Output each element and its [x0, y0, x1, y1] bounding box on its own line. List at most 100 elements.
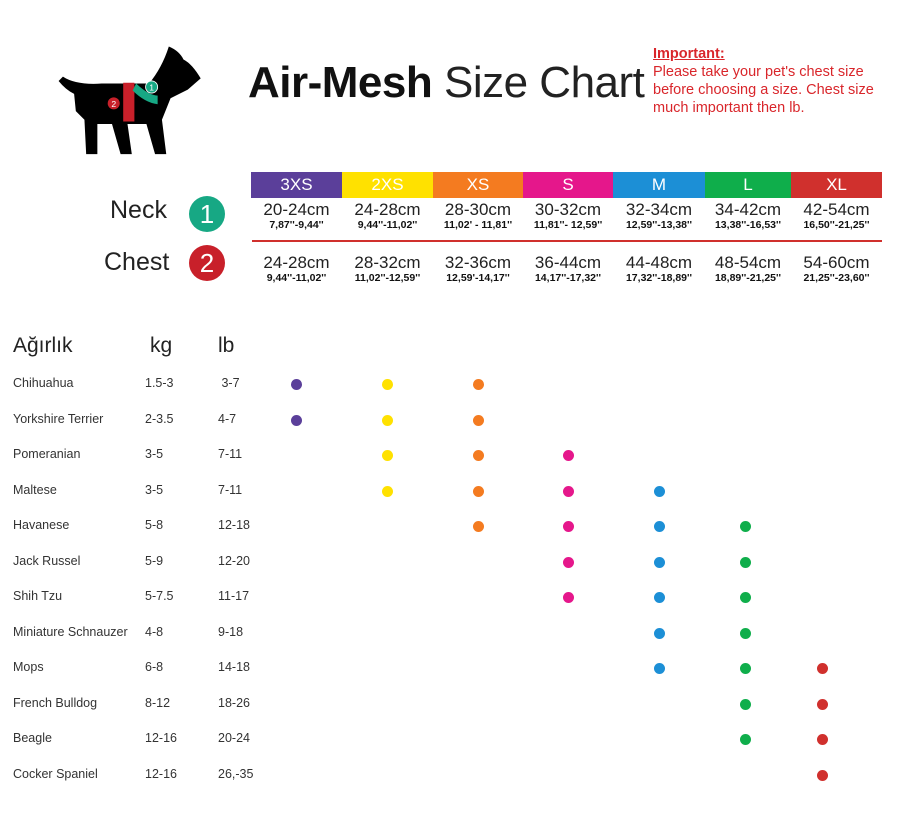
weight-lb: 26,-35: [218, 766, 254, 781]
neck-cm: 24-28cm: [354, 200, 421, 219]
table-row: Havanese 5-8 12-18: [0, 518, 900, 538]
size-dot-2xs: [381, 414, 393, 426]
table-row: Miniature Schnauzer 4-8 9-18: [0, 625, 900, 645]
important-note: Important: Please take your pet's chest …: [653, 45, 898, 117]
neck-cm: 30-32cm: [534, 200, 602, 219]
chest-cell: 48-54cm 18,89''-21,25'': [705, 254, 791, 285]
weight-kg: 3-5: [145, 482, 164, 497]
table-row: Shih Tzu 5-7.5 11-17: [0, 589, 900, 609]
breed-name: Jack Russel: [13, 553, 81, 568]
chest-cell: 54-60cm 21,25''-23,60'': [791, 254, 882, 285]
table-row: Beagle 12-16 20-24: [0, 731, 900, 751]
breed-name: Yorkshire Terrier: [13, 411, 104, 426]
weight-lb: 4-7: [218, 411, 237, 426]
neck-inch: 7,87''-9,44'': [269, 219, 324, 231]
chest-inch: 9,44''-11,02'': [266, 272, 327, 284]
chest-badge: 2: [189, 245, 225, 281]
table-row: French Bulldog 8-12 18-26: [0, 696, 900, 716]
size-dot-l: [739, 521, 751, 532]
table-row: Jack Russel 5-9 12-20: [0, 554, 900, 574]
size-dot-xs: [472, 450, 484, 461]
neck-cell: 30-32cm 11,81''- 12,59'': [523, 201, 613, 232]
breed-name: Shih Tzu: [13, 589, 63, 603]
chest-cell: 24-28cm 9,44''-11,02'': [251, 254, 342, 285]
weight-kg: 1.5-3: [145, 376, 174, 390]
size-dot-l: [739, 592, 751, 603]
chest-cm: 24-28cm: [263, 253, 330, 272]
size-header-2xs: 2XS: [342, 172, 433, 198]
size-dot-m: [653, 556, 665, 568]
neck-inch: 16,50''-21,25'': [803, 219, 870, 231]
neck-label: Neck: [110, 196, 167, 224]
size-dot-3xs: [290, 379, 302, 390]
size-dot-s: [562, 592, 574, 603]
breed-name: Mops: [13, 660, 44, 674]
neck-cell: 42-54cm 16,50''-21,25'': [791, 201, 882, 232]
neck-inch: 11,02' - 11,81'': [443, 219, 513, 231]
size-dot-xl: [816, 698, 828, 710]
neck-cm: 28-30cm: [444, 200, 512, 219]
title-light: Size Chart: [432, 58, 645, 107]
chest-cell: 44-48cm 17,32''-18,89'': [613, 254, 705, 285]
weight-kg: 4-8: [145, 624, 164, 639]
weight-lb: 18-26: [218, 695, 250, 710]
size-header-xs: XS: [433, 172, 523, 198]
size-dot-s: [562, 556, 574, 568]
size-header-m: M: [613, 172, 705, 198]
breed-name: French Bulldog: [13, 695, 98, 710]
chest-inch: 12,59'-14,17'': [446, 272, 510, 284]
size-dot-l: [739, 556, 751, 568]
chest-marker: 2: [111, 99, 116, 109]
neck-cell: 32-34cm 12,59''-13,38'': [613, 201, 705, 232]
title-bold: Air-Mesh: [248, 58, 433, 107]
chest-inch: 18,89''-21,25'': [714, 272, 782, 284]
table-row: Cocker Spaniel 12-16 26,-35: [0, 767, 900, 787]
neck-marker: 1: [149, 82, 154, 92]
kg-header: kg: [150, 334, 173, 357]
weight-kg: 6-8: [145, 660, 164, 674]
chest-cm: 54-60cm: [803, 253, 870, 272]
size-dot-m: [653, 592, 665, 603]
chest-cm: 36-44cm: [534, 253, 602, 272]
size-dot-xs: [472, 414, 484, 426]
neck-cm: 42-54cm: [803, 200, 870, 219]
chest-cm: 32-36cm: [444, 253, 512, 272]
weight-kg: 12-16: [145, 766, 177, 781]
weight-lb: 7-11: [218, 482, 243, 497]
size-dot-s: [562, 485, 574, 497]
size-dot-xs: [472, 485, 484, 497]
size-dot-2xs: [381, 485, 393, 497]
chest-cm: 28-32cm: [354, 253, 421, 272]
size-dot-l: [739, 698, 751, 710]
size-dot-xl: [816, 663, 828, 674]
table-row: Pomeranian 3-5 7-11: [0, 447, 900, 467]
size-header-s: S: [523, 172, 613, 198]
size-header-l: L: [705, 172, 791, 198]
weight-lb: 12-20: [218, 553, 250, 568]
weight-lb: 12-18: [218, 518, 250, 532]
size-dot-2xs: [381, 450, 393, 461]
size-dot-l: [739, 627, 751, 639]
weight-kg: 5-7.5: [145, 589, 174, 603]
size-dot-l: [739, 734, 751, 745]
neck-cell: 20-24cm 7,87''-9,44'': [251, 201, 342, 232]
chest-inch: 21,25''-23,60'': [803, 272, 870, 284]
breed-name: Miniature Schnauzer: [13, 624, 128, 639]
size-dot-m: [653, 485, 665, 497]
size-dot-xs: [472, 521, 484, 532]
size-dot-3xs: [290, 414, 302, 426]
neck-inch: 11,81''- 12,59'': [533, 219, 603, 231]
chest-inch: 17,32''-18,89'': [625, 272, 693, 284]
important-text: Please take your pet's chest size before…: [653, 64, 874, 116]
breed-name: Cocker Spaniel: [13, 766, 98, 781]
breed-header: Ağırlık: [13, 334, 73, 357]
size-dot-s: [562, 450, 574, 461]
dog-icon: 1 2: [58, 46, 201, 155]
chest-cell: 28-32cm 11,02''-12,59'': [342, 254, 433, 285]
size-dot-m: [653, 663, 665, 674]
size-dot-xs: [472, 379, 484, 390]
size-dot-m: [653, 627, 665, 639]
weight-kg: 8-12: [145, 695, 171, 710]
weight-kg: 3-5: [145, 447, 164, 461]
